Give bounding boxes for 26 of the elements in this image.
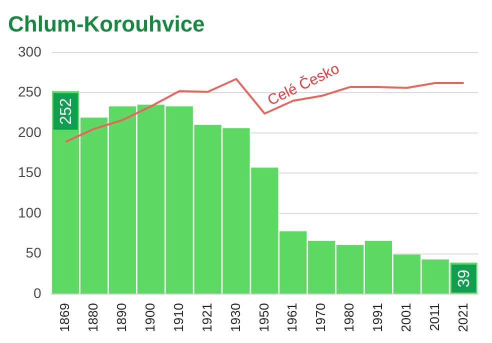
y-tick-label: 250 — [18, 84, 42, 100]
x-tick-label: 1930 — [228, 303, 243, 332]
y-tick-label: 0 — [34, 284, 42, 301]
x-tick-label: 1890 — [114, 303, 130, 332]
y-tick-label: 150 — [18, 164, 42, 180]
x-tick-label: 2011 — [426, 303, 442, 332]
x-tick-label: 1880 — [86, 303, 101, 332]
y-tick-label: 300 — [18, 43, 42, 60]
x-tick-label: 1950 — [256, 303, 272, 332]
x-tick-label: 1961 — [284, 303, 300, 332]
x-tick-label: 1921 — [199, 303, 214, 332]
x-tick-label: 1991 — [370, 303, 386, 332]
x-tick-label: 1980 — [342, 303, 357, 332]
x-tick-label: 1869 — [57, 303, 72, 332]
data-label: 252 — [58, 98, 75, 125]
chart-title: Chlum-Korouhvice — [8, 11, 205, 36]
text: Celé Česko — [264, 59, 342, 110]
x-tick-label: 2021 — [455, 303, 470, 332]
y-tick-label: 200 — [18, 124, 42, 140]
x-tick-label: 1900 — [142, 303, 158, 332]
x-tick-label: 1910 — [170, 303, 186, 332]
x-tick-label: 1970 — [313, 303, 328, 332]
data-label: 39 — [456, 270, 474, 288]
y-tick-label: 50 — [26, 244, 42, 261]
y-tick-label: 100 — [18, 204, 42, 220]
x-tick-label: 2001 — [398, 303, 414, 332]
